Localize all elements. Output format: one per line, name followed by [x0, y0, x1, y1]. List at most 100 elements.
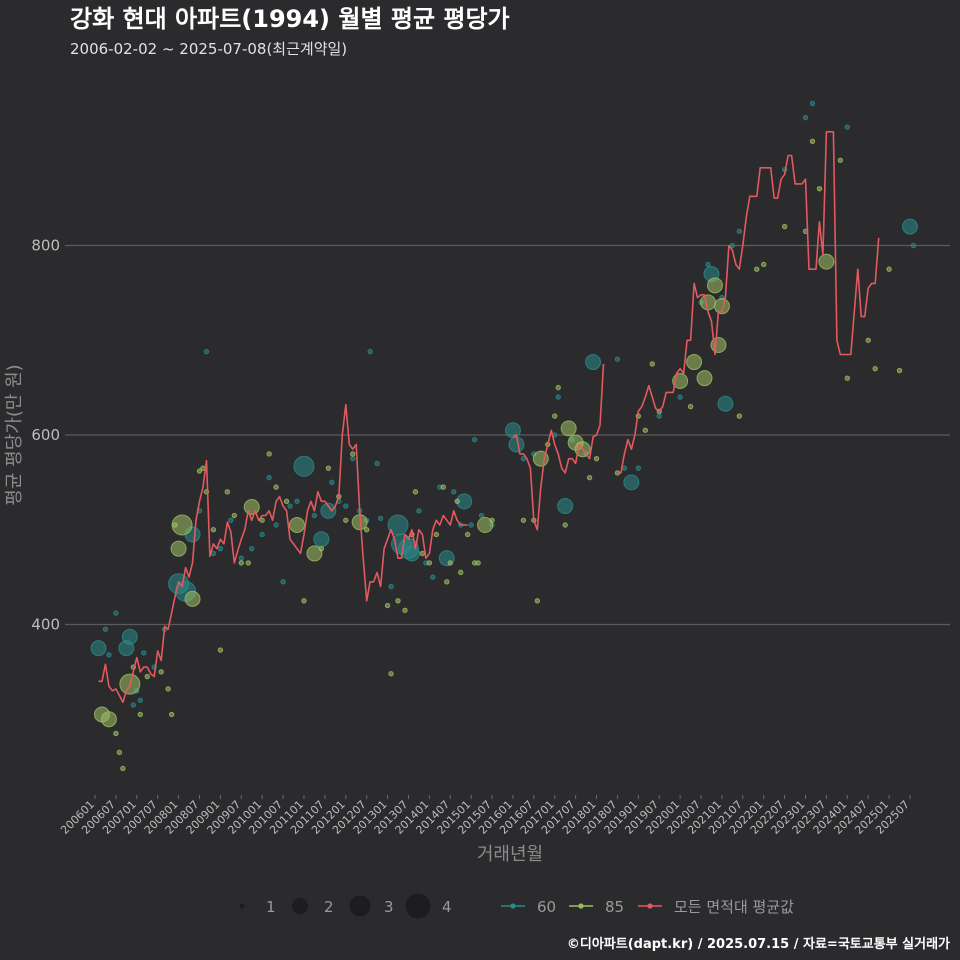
data-point	[388, 671, 394, 677]
data-point	[451, 489, 457, 495]
size-legend-label: 4	[442, 898, 452, 916]
data-point	[614, 356, 621, 362]
data-point	[444, 579, 450, 585]
size-legend-key	[405, 893, 431, 919]
data-point	[116, 749, 123, 756]
data-point	[475, 560, 481, 566]
data-point	[585, 354, 602, 371]
data-point	[203, 348, 210, 355]
data-point	[872, 365, 878, 372]
series-legend-label: 85	[605, 898, 624, 916]
y-tick-label: 800	[31, 237, 60, 255]
data-point	[259, 531, 265, 538]
chart-title: 강화 현대 아파트(1994) 월별 평균 평당가	[70, 5, 510, 33]
scatter-points	[90, 100, 918, 772]
data-point	[896, 367, 903, 374]
data-point	[520, 517, 527, 523]
data-point	[560, 420, 577, 437]
data-point	[412, 489, 419, 495]
x-axis-label: 거래년월	[477, 844, 543, 865]
data-point	[318, 545, 325, 552]
data-point	[699, 294, 716, 311]
data-point	[555, 384, 561, 391]
data-point	[350, 451, 356, 457]
data-point	[865, 337, 871, 343]
data-point	[217, 545, 224, 552]
data-point	[141, 650, 147, 656]
data-point	[121, 628, 138, 645]
size-legend-key	[349, 895, 371, 917]
data-point	[165, 686, 171, 692]
caption: ©디아파트(dapt.kr) / 2025.07.15 / 자료=국토교통부 실…	[567, 936, 950, 952]
data-point	[844, 124, 851, 130]
data-point	[471, 437, 478, 443]
size-legend-label: 3	[384, 898, 394, 916]
data-point	[706, 277, 723, 294]
data-point	[306, 545, 323, 562]
data-point	[273, 484, 279, 490]
data-point	[350, 455, 356, 462]
data-point	[717, 395, 734, 412]
data-point	[729, 242, 736, 249]
data-point	[266, 451, 272, 457]
data-point	[280, 579, 286, 585]
y-tick-label: 600	[31, 426, 60, 444]
data-point	[113, 610, 119, 616]
data-point	[100, 711, 117, 728]
data-point	[90, 640, 107, 657]
data-point	[562, 522, 568, 528]
data-point	[113, 730, 119, 737]
average-line	[98, 131, 880, 703]
data-point	[311, 512, 318, 519]
data-point	[137, 711, 143, 718]
data-point	[388, 583, 394, 590]
data-point	[259, 517, 265, 523]
series-legend-dot	[647, 903, 653, 909]
data-point	[249, 545, 255, 552]
size-legend-key	[292, 898, 308, 914]
data-point	[243, 499, 260, 515]
data-point	[158, 669, 164, 675]
series-line	[98, 403, 468, 703]
data-point	[902, 218, 918, 235]
data-point	[343, 517, 349, 523]
data-point	[184, 590, 201, 607]
data-point	[320, 502, 337, 519]
data-point	[754, 266, 760, 272]
data-point	[687, 403, 694, 410]
data-point	[761, 261, 767, 268]
series-legend-dot	[578, 903, 584, 909]
series-legend-dot	[510, 903, 516, 909]
data-point	[649, 361, 655, 367]
data-point	[677, 394, 683, 400]
data-point	[623, 474, 640, 491]
data-point	[557, 498, 574, 515]
y-axis-ticks: 400 600 800	[31, 237, 60, 634]
data-point	[137, 697, 143, 703]
data-point	[301, 598, 307, 604]
data-point	[171, 514, 193, 536]
data-point	[478, 512, 485, 519]
data-point	[231, 512, 238, 519]
data-point	[809, 138, 816, 145]
data-point	[736, 413, 743, 419]
data-point	[363, 527, 370, 533]
data-point	[433, 531, 440, 538]
data-point	[736, 228, 743, 235]
data-point	[552, 413, 558, 419]
y-tick-label: 400	[31, 615, 60, 633]
data-point	[210, 527, 217, 533]
data-point	[458, 569, 464, 576]
data-point	[440, 484, 446, 490]
data-point	[555, 394, 561, 400]
data-point	[910, 242, 917, 249]
data-point	[245, 560, 251, 566]
series-legend-label: 60	[537, 898, 556, 916]
data-point	[238, 560, 244, 566]
data-point	[534, 598, 541, 604]
data-point	[886, 266, 892, 272]
data-point	[696, 370, 713, 387]
data-point	[705, 261, 711, 268]
data-point	[593, 455, 600, 462]
